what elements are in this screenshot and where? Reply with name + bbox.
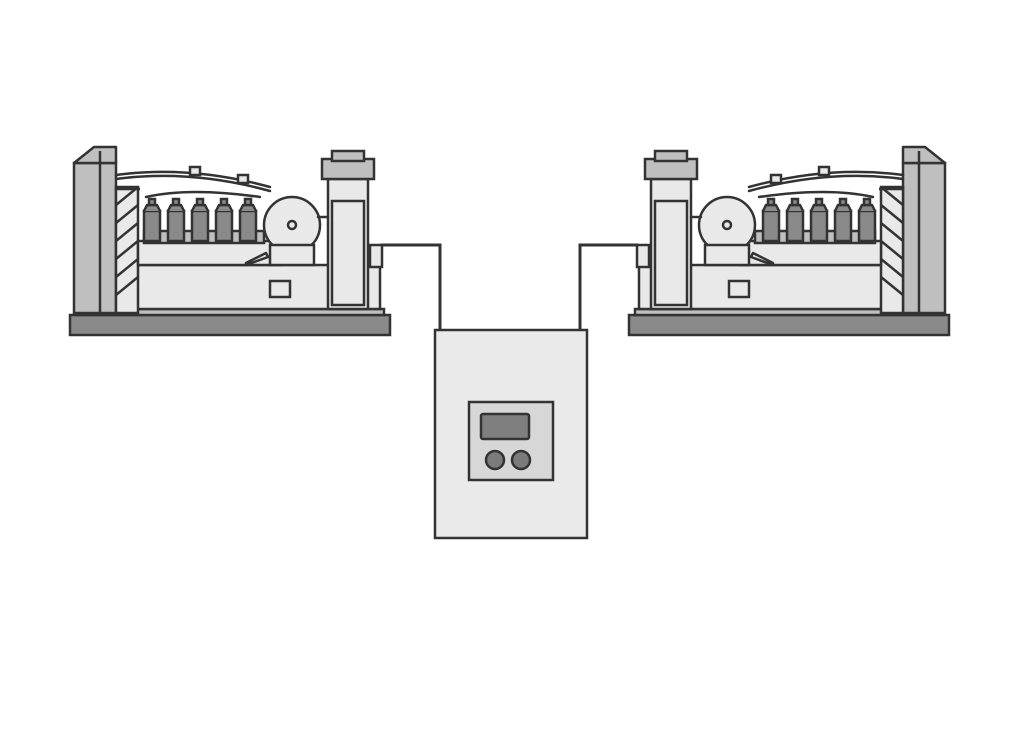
controller-knob-2[interactable] xyxy=(512,451,530,469)
diagram-canvas xyxy=(0,0,1019,737)
controller-screen xyxy=(481,414,529,439)
controller-cabinet xyxy=(435,330,587,538)
controller-knob-1[interactable] xyxy=(486,451,504,469)
diagram-svg xyxy=(0,0,1019,737)
